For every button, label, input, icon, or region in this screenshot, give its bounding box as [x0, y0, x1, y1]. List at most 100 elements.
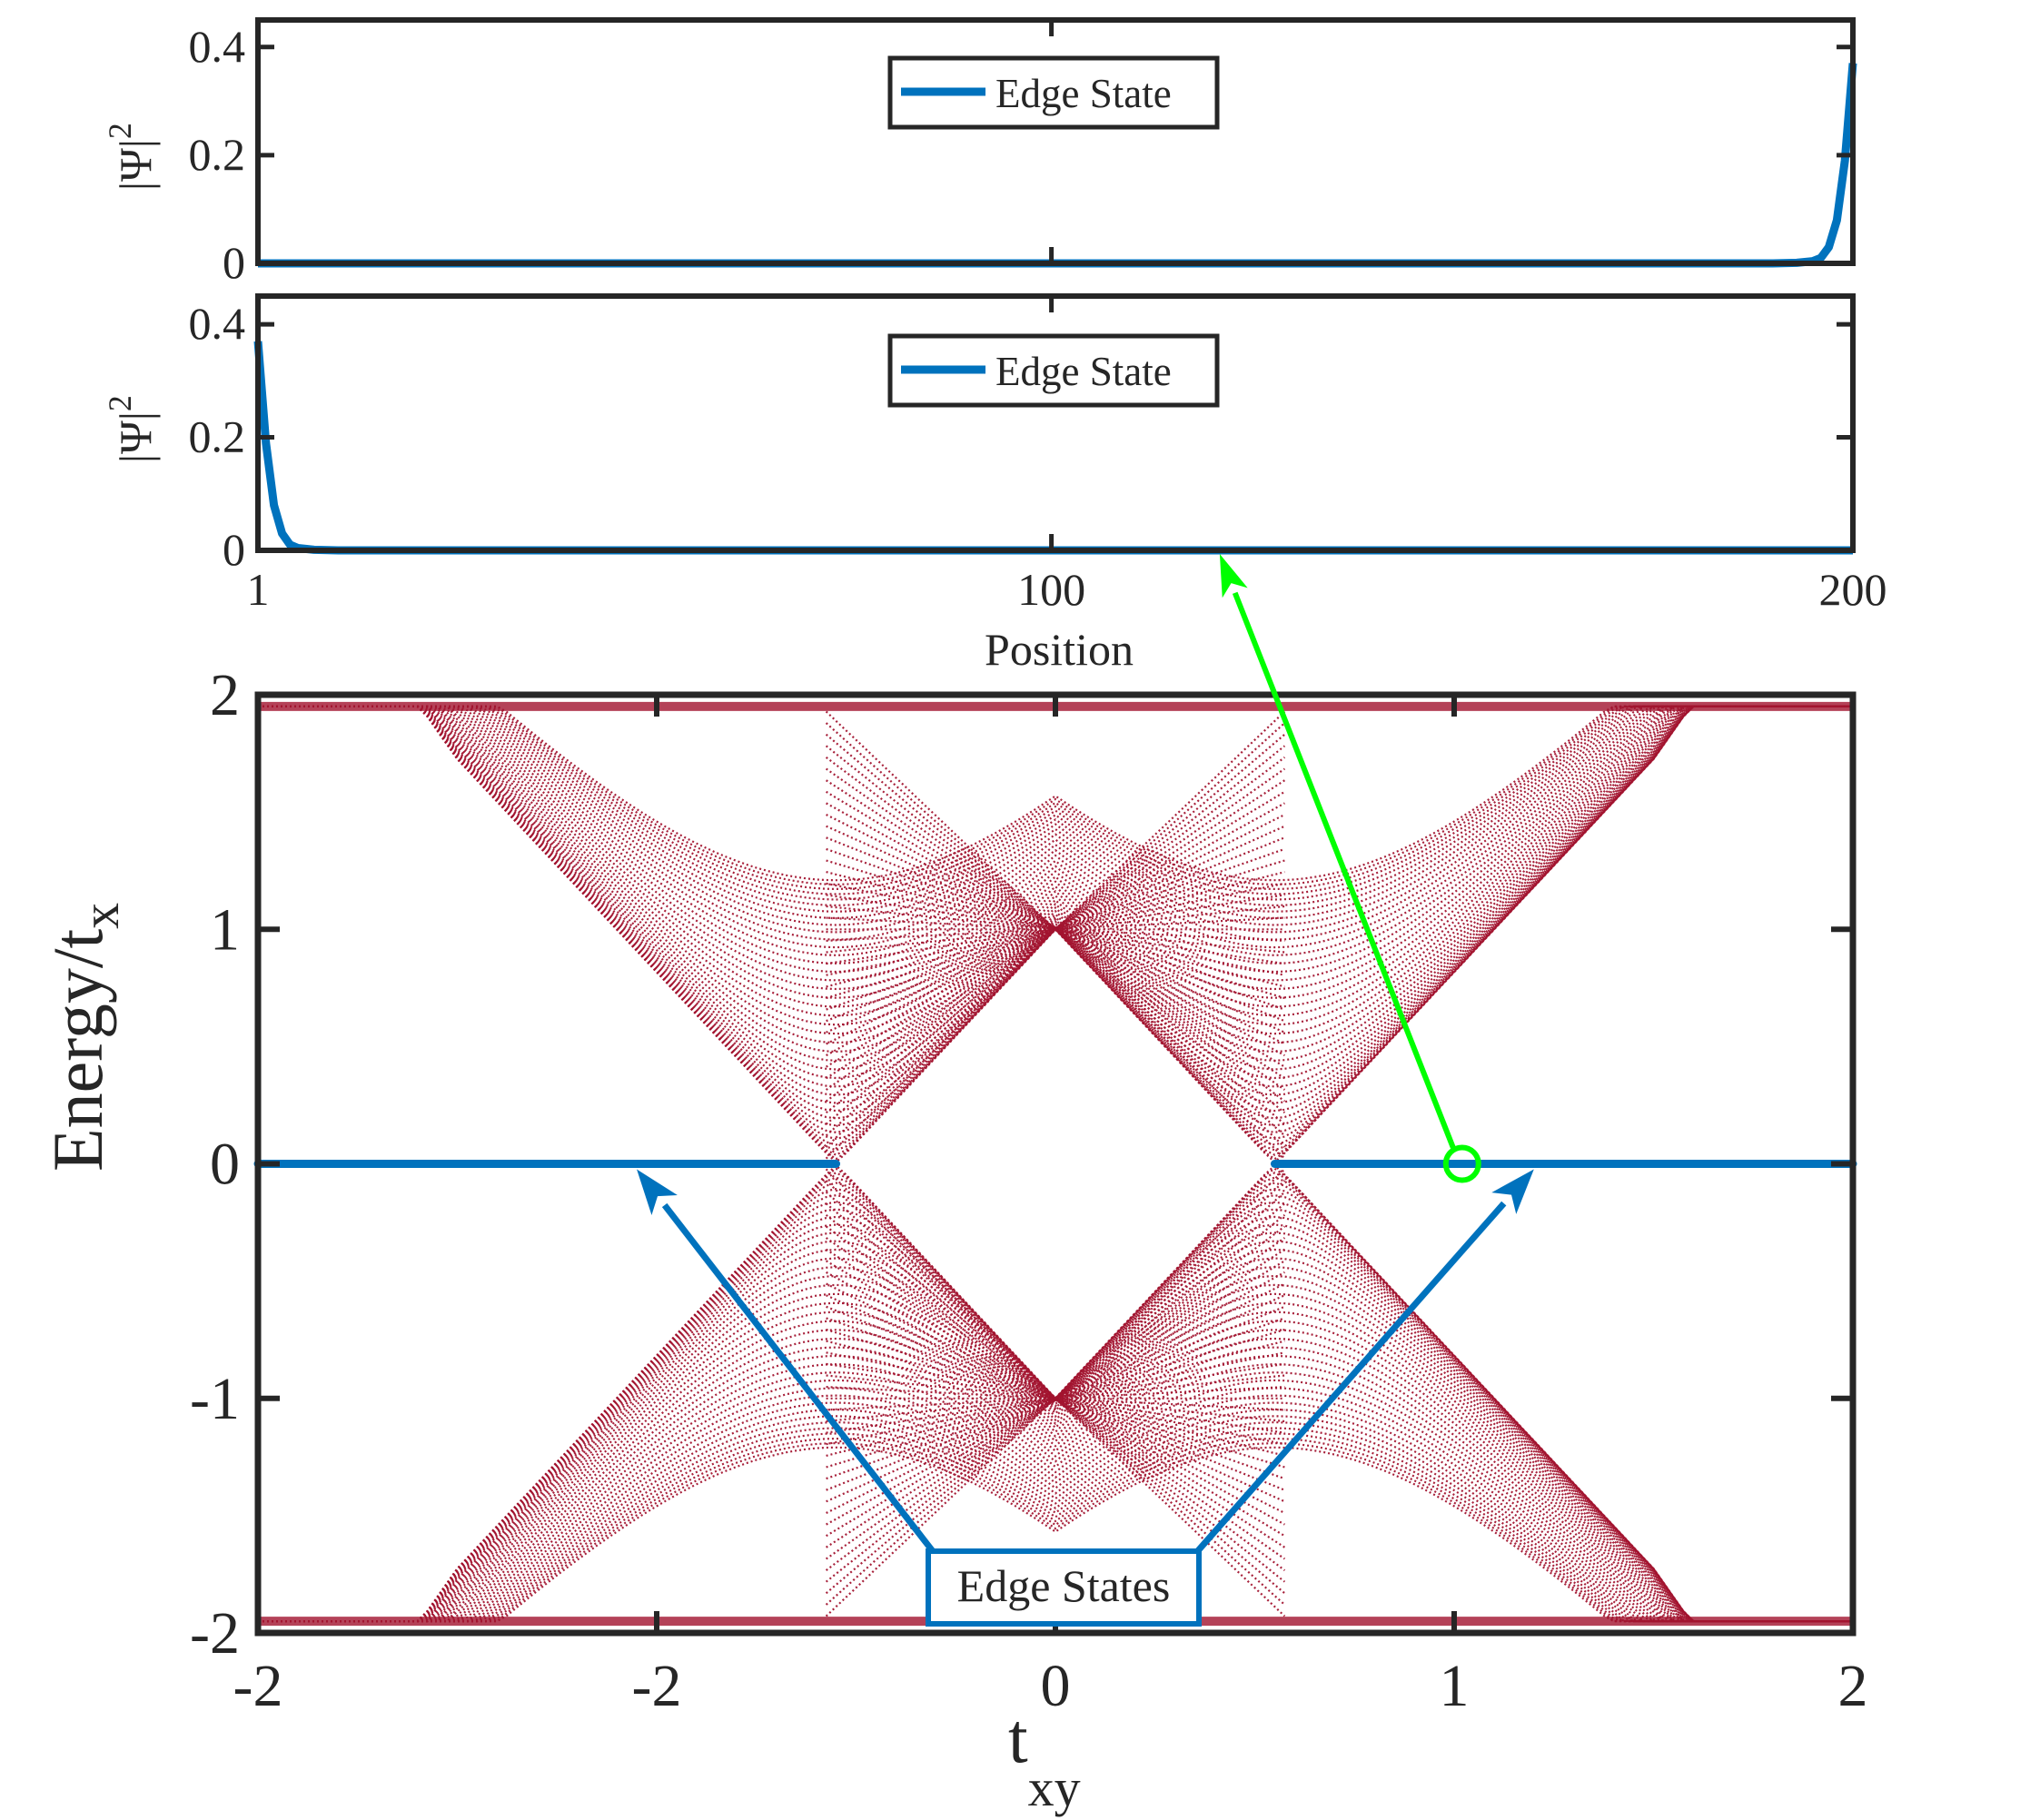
middle-legend: Edge State: [887, 333, 1220, 408]
band-level: [258, 705, 1853, 1062]
band-level: [258, 705, 1853, 1104]
middle-wavefunction-panel: 1 100 200 0 0.2 0.4 |Ψ|2 Position Edge State: [102, 293, 1887, 675]
band-level: [258, 705, 1853, 913]
edge-states-arrowhead-left: [637, 1169, 678, 1216]
band-level: [825, 722, 1286, 931]
band-level: [258, 705, 1853, 941]
band-level: [258, 1408, 1853, 1623]
band-level: [826, 1397, 1285, 1526]
band-level: [258, 1401, 1853, 1623]
band-level: [258, 1446, 1853, 1623]
band-level: [258, 1215, 1853, 1623]
band-level: [825, 1191, 1286, 1400]
spectrum-x-tick-labels: -2 -2 0 1 2: [233, 1653, 1868, 1719]
edge-states-arrow-left: [661, 1202, 938, 1558]
top-legend: Edge State: [887, 55, 1220, 130]
spectrum-x-axis-label: txy: [1008, 1698, 1081, 1817]
band-level: [258, 705, 1853, 891]
band-level: [825, 1180, 1286, 1400]
edge-states-callout: Edge States: [637, 1169, 1534, 1627]
band-level: [258, 705, 1853, 982]
band-level: [258, 1346, 1853, 1623]
edge-states-label: Edge States: [957, 1560, 1171, 1611]
band-level: [258, 705, 1853, 926]
band-level: [258, 705, 1853, 949]
band-level: [258, 1257, 1853, 1623]
band-level: [258, 1274, 1853, 1623]
p2-xtick-label: 1: [247, 564, 270, 615]
band-level: [258, 705, 1853, 920]
band-level: [258, 705, 1853, 999]
edge-states-arrow-right: [1192, 1201, 1507, 1558]
spectrum-y-tick-labels: -2 -1 0 1 2: [190, 662, 240, 1667]
green-pointer-arrow: [1232, 591, 1456, 1149]
band-level: [258, 705, 1853, 1044]
band-level: [258, 1201, 1853, 1623]
middle-axes-box: [255, 293, 1856, 553]
spectrum-xtick-label: 0: [1041, 1653, 1071, 1719]
band-level: [258, 1266, 1853, 1623]
band-level: [826, 928, 1285, 1045]
band-level: [258, 1240, 1853, 1623]
band-level: [258, 1420, 1853, 1623]
band-level: [258, 1387, 1853, 1623]
middle-legend-label: Edge State: [995, 349, 1172, 394]
band-level: [826, 814, 1285, 931]
spectrum-ytick-label: -2: [190, 1600, 240, 1667]
band-level: [258, 1311, 1853, 1623]
edge-states-textbox: [926, 1548, 1202, 1627]
band-level: [258, 705, 1853, 901]
band-level: [826, 790, 1285, 931]
spectrum-ytick-label: 0: [210, 1132, 240, 1198]
band-level: [826, 1386, 1285, 1400]
spectrum-xtick-label: -2: [632, 1653, 682, 1719]
band-level: [826, 916, 1285, 931]
band-level: [258, 1394, 1853, 1623]
band-level: [258, 1437, 1853, 1623]
spectrum-ytick-label: 2: [210, 662, 240, 728]
band-level: [258, 1379, 1853, 1623]
p1-ytick-label: 0: [223, 237, 245, 288]
p2-xtick-label: 100: [1017, 564, 1085, 615]
band-level: [826, 802, 1285, 931]
p2-ytick-label: 0: [223, 524, 245, 575]
band-level: [258, 1231, 1853, 1623]
bulk-bands: [258, 701, 1853, 1627]
band-level: [258, 705, 1853, 991]
band-level: [258, 1337, 1853, 1623]
band-level: [825, 927, 1286, 1160]
band-level: [258, 1354, 1853, 1623]
band-level: [258, 705, 1853, 1127]
band-level: [258, 705, 1853, 974]
band-level: [258, 1301, 1853, 1623]
band-level: [258, 1329, 1853, 1623]
band-level: [258, 705, 1853, 882]
selected-state-pointer: [1219, 554, 1481, 1183]
band-level: [258, 705, 1853, 956]
middle-x-axis-label: Position: [985, 624, 1134, 675]
band-level: [826, 1397, 1285, 1514]
band-level: [826, 1260, 1285, 1400]
band-level: [825, 1168, 1286, 1400]
spectrum-xtick-label: 2: [1838, 1653, 1868, 1719]
band-level: [258, 1441, 1853, 1623]
top-legend-box: [887, 55, 1220, 130]
band-level: [258, 705, 1853, 1053]
top-legend-label: Edge State: [995, 71, 1172, 116]
top-wavefunction-panel: 0 0.2 0.4 |Ψ|2 Edge State: [102, 17, 1857, 288]
band-level: [826, 882, 1285, 931]
middle-x-tick-labels: 1 100 200: [247, 564, 1887, 615]
p2-ytick-label: 0.2: [189, 411, 246, 462]
spectrum-xtick-label: -2: [233, 1653, 283, 1719]
top-tick-marks: [255, 20, 1856, 266]
middle-tick-marks: [255, 296, 1856, 553]
spectrum-xtick-label: 1: [1440, 1653, 1470, 1719]
band-level: [825, 710, 1286, 931]
band-level: [826, 1282, 1285, 1400]
spectrum-y-axis-label: Energy/tx: [38, 903, 130, 1172]
middle-y-tick-labels: 0 0.2 0.4: [189, 298, 246, 575]
band-level: [826, 928, 1285, 1057]
band-level: [258, 705, 1853, 1088]
p1-ytick-label: 0.2: [189, 129, 246, 180]
